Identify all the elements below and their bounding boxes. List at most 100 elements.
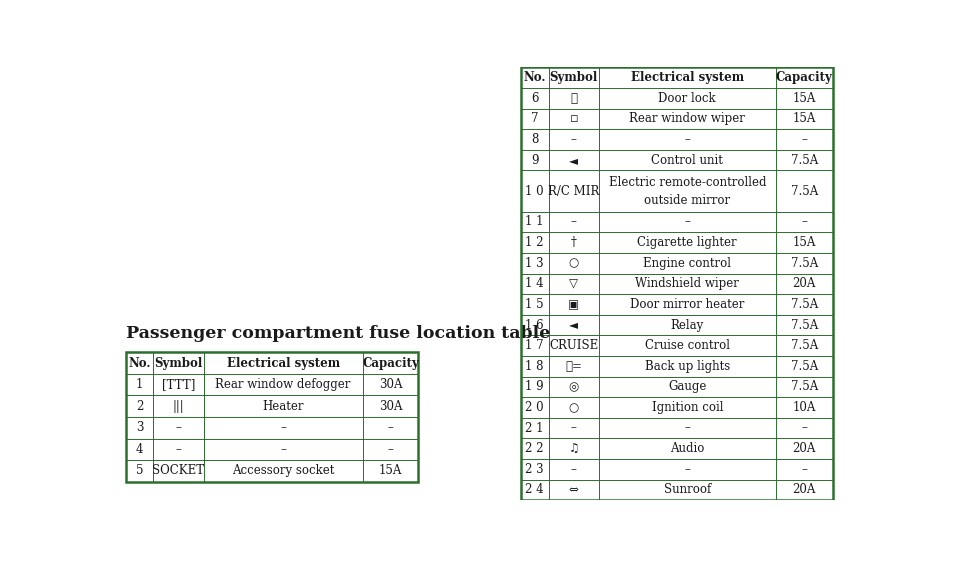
Text: Accessory socket: Accessory socket	[232, 464, 334, 478]
Text: 7.5A: 7.5A	[791, 380, 818, 393]
Text: 7.5A: 7.5A	[791, 360, 818, 373]
Text: 2 2: 2 2	[525, 442, 544, 455]
Text: No.: No.	[523, 71, 546, 84]
Text: 30A: 30A	[379, 400, 402, 413]
Text: †: †	[571, 236, 577, 249]
Text: 1 0: 1 0	[525, 184, 544, 198]
Text: 3: 3	[136, 422, 143, 434]
Text: –: –	[571, 422, 577, 434]
Text: –: –	[388, 443, 394, 456]
Text: Ⓡ=: Ⓡ=	[565, 360, 582, 373]
Text: Rear window defogger: Rear window defogger	[215, 378, 350, 391]
Text: –: –	[684, 133, 690, 146]
Text: –: –	[802, 133, 807, 146]
Text: Cruise control: Cruise control	[645, 339, 730, 352]
Text: –: –	[280, 422, 286, 434]
Text: 30A: 30A	[379, 378, 402, 391]
Text: CRUISE: CRUISE	[549, 339, 598, 352]
Text: 8: 8	[531, 133, 539, 146]
Text: 7.5A: 7.5A	[791, 184, 818, 198]
Text: Audio: Audio	[670, 442, 705, 455]
Text: 7.5A: 7.5A	[791, 257, 818, 270]
Text: ◽: ◽	[569, 112, 578, 125]
Text: [TTT]: [TTT]	[162, 378, 195, 391]
Text: 6: 6	[531, 92, 539, 105]
Text: 7.5A: 7.5A	[791, 319, 818, 332]
Text: Sunroof: Sunroof	[663, 483, 711, 496]
Text: ▽: ▽	[569, 277, 578, 291]
Text: –: –	[684, 463, 690, 476]
Text: ◄: ◄	[569, 153, 578, 167]
Text: 1 3: 1 3	[525, 257, 544, 270]
Text: –: –	[176, 443, 181, 456]
Text: 15A: 15A	[793, 112, 816, 125]
Text: Relay: Relay	[671, 319, 704, 332]
Text: –: –	[802, 215, 807, 229]
Text: Symbol: Symbol	[550, 71, 598, 84]
Text: 1 4: 1 4	[525, 277, 544, 291]
Text: outside mirror: outside mirror	[644, 193, 731, 207]
Text: |||: |||	[173, 400, 184, 413]
Text: 20A: 20A	[793, 483, 816, 496]
Text: 1 1: 1 1	[525, 215, 544, 229]
Text: 1 2: 1 2	[525, 236, 544, 249]
Text: 4: 4	[136, 443, 143, 456]
Text: ⇔: ⇔	[569, 483, 579, 496]
Text: ◄: ◄	[569, 319, 578, 332]
Text: R/C MIR: R/C MIR	[548, 184, 599, 198]
Text: 7.5A: 7.5A	[791, 339, 818, 352]
Text: ○: ○	[568, 257, 579, 270]
Text: Windshield wiper: Windshield wiper	[636, 277, 739, 291]
Text: 2: 2	[136, 400, 143, 413]
Text: 1 9: 1 9	[525, 380, 544, 393]
Text: –: –	[388, 422, 394, 434]
Text: –: –	[684, 422, 690, 434]
Text: 7.5A: 7.5A	[791, 298, 818, 311]
Text: Symbol: Symbol	[155, 357, 203, 370]
Text: Passenger compartment fuse location table: Passenger compartment fuse location tabl…	[126, 325, 551, 342]
Text: –: –	[571, 215, 577, 229]
Text: 15A: 15A	[793, 92, 816, 105]
Text: No.: No.	[129, 357, 151, 370]
Bar	[520, 67, 833, 500]
Text: 1 6: 1 6	[525, 319, 544, 332]
Text: SOCKET: SOCKET	[153, 464, 204, 478]
Text: 20A: 20A	[793, 277, 816, 291]
Text: 7.5A: 7.5A	[791, 153, 818, 167]
Text: 9: 9	[531, 153, 539, 167]
Text: 10A: 10A	[793, 401, 816, 414]
Text: Electrical system: Electrical system	[631, 71, 744, 84]
Text: –: –	[684, 215, 690, 229]
Text: 1 5: 1 5	[525, 298, 544, 311]
Text: ○: ○	[568, 401, 579, 414]
Text: –: –	[280, 443, 286, 456]
Text: Engine control: Engine control	[643, 257, 732, 270]
Text: –: –	[571, 463, 577, 476]
Text: –: –	[802, 463, 807, 476]
Text: 5: 5	[136, 464, 143, 478]
Text: Ignition coil: Ignition coil	[652, 401, 723, 414]
Text: 1: 1	[136, 378, 143, 391]
Text: Capacity: Capacity	[362, 357, 419, 370]
Text: 20A: 20A	[793, 442, 816, 455]
Text: Control unit: Control unit	[652, 153, 723, 167]
Text: Door lock: Door lock	[659, 92, 716, 105]
Text: 2 1: 2 1	[525, 422, 544, 434]
Text: 2 3: 2 3	[525, 463, 544, 476]
Text: Electric remote-controlled: Electric remote-controlled	[609, 175, 766, 189]
Text: Heater: Heater	[262, 400, 304, 413]
Text: –: –	[802, 422, 807, 434]
Text: Capacity: Capacity	[776, 71, 832, 84]
Text: ◎: ◎	[568, 380, 579, 393]
Text: 15A: 15A	[793, 236, 816, 249]
Text: Gauge: Gauge	[668, 380, 707, 393]
Text: Back up lights: Back up lights	[645, 360, 730, 373]
Text: ▣: ▣	[568, 298, 579, 311]
Text: Door mirror heater: Door mirror heater	[630, 298, 745, 311]
Text: –: –	[571, 133, 577, 146]
Text: 2 0: 2 0	[525, 401, 544, 414]
Bar	[126, 352, 419, 482]
Text: ♫: ♫	[568, 442, 579, 455]
Text: Electrical system: Electrical system	[227, 357, 340, 370]
Text: 7: 7	[531, 112, 539, 125]
